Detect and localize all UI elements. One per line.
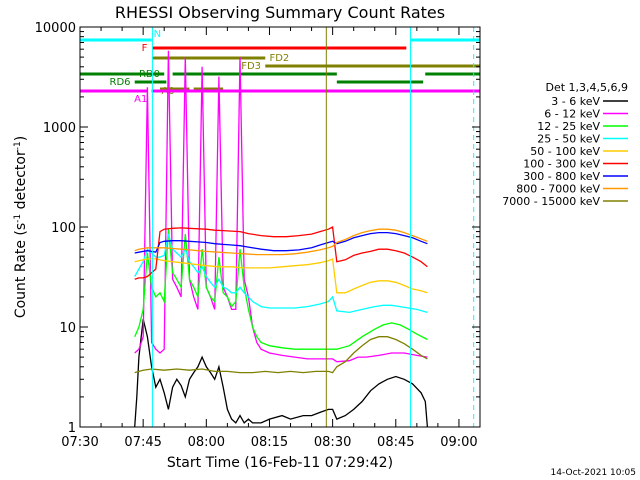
y-axis-label-main: Count Rate (s (13, 223, 29, 318)
x-tick-label: 07:30 (61, 435, 98, 450)
y-tick-label: 100 (51, 221, 76, 236)
legend-label-3: 25 - 50 keV (537, 133, 600, 146)
y-axis-label-mid: detector (13, 150, 29, 214)
legend-label-7: 800 - 7000 keV (516, 183, 600, 196)
legend-label-6: 300 - 800 keV (523, 170, 600, 183)
x-tick-label: 08:15 (251, 435, 288, 450)
x-axis-label: Start Time (16-Feb-11 07:29:42) (167, 455, 393, 471)
y-axis-label: Count Rate (s-1 detector-1) (13, 136, 29, 318)
y-tick-label: 1000 (43, 121, 76, 136)
y-axis-label-end: ) (13, 136, 29, 141)
series-line-8 (134, 336, 428, 374)
legend-label-2: 12 - 25 keV (537, 120, 600, 133)
flag-label-a1: A1 (134, 94, 147, 105)
y-tick-label: 10000 (35, 21, 76, 36)
x-tick-label: 08:00 (188, 435, 225, 450)
series-line-7 (134, 228, 428, 256)
ticks-layer: 1 10 100 1000 10000 07:30 07:45 08:00 08:15 08:30… (35, 21, 481, 450)
legend-title: Det 1,3,4,5,6,9 (545, 81, 628, 94)
series-line-6 (134, 231, 428, 254)
flag-label-fd2: FD2 (269, 53, 289, 64)
timestamp: 14-Oct-2021 10:05 (551, 468, 636, 478)
series-line-5 (134, 225, 428, 280)
x-tick-label: 08:30 (314, 435, 351, 450)
y-axis-label-sup1: -1 (13, 214, 23, 223)
series-line-3 (134, 233, 428, 314)
series-line-2 (134, 229, 428, 350)
x-tick-label: 08:45 (377, 435, 414, 450)
y-tick-label: 10 (59, 321, 76, 336)
legend-label-5: 100 - 300 keV (523, 158, 600, 171)
x-tick-label: 09:00 (440, 435, 477, 450)
series-line-0 (134, 318, 429, 428)
y-tick-label: 1 (68, 421, 76, 436)
series-layer (134, 50, 429, 428)
series-line-4 (134, 257, 428, 294)
flag-label-rd0: RD0 (139, 69, 160, 80)
legend-label-8: 7000 - 15000 keV (502, 195, 600, 208)
flag-label-f: F (142, 43, 148, 54)
flag-label-rd6: RD6 (110, 77, 131, 88)
flag-label-n: N (154, 29, 161, 40)
y-axis-label-sup2: -1 (13, 141, 23, 150)
chart-title: RHESSI Observing Summary Count Rates (115, 3, 445, 22)
legend-label-4: 50 - 100 keV (530, 145, 600, 158)
flag-label-fd3: FD3 (241, 61, 261, 72)
plot-area: NFFD2FD3RD0RD6A0A1 11010010001000007:300… (35, 21, 481, 450)
legend-label-0: 3 - 6 keV (551, 95, 600, 108)
x-tick-label: 07:45 (124, 435, 161, 450)
legend-label-1: 6 - 12 keV (544, 108, 600, 121)
